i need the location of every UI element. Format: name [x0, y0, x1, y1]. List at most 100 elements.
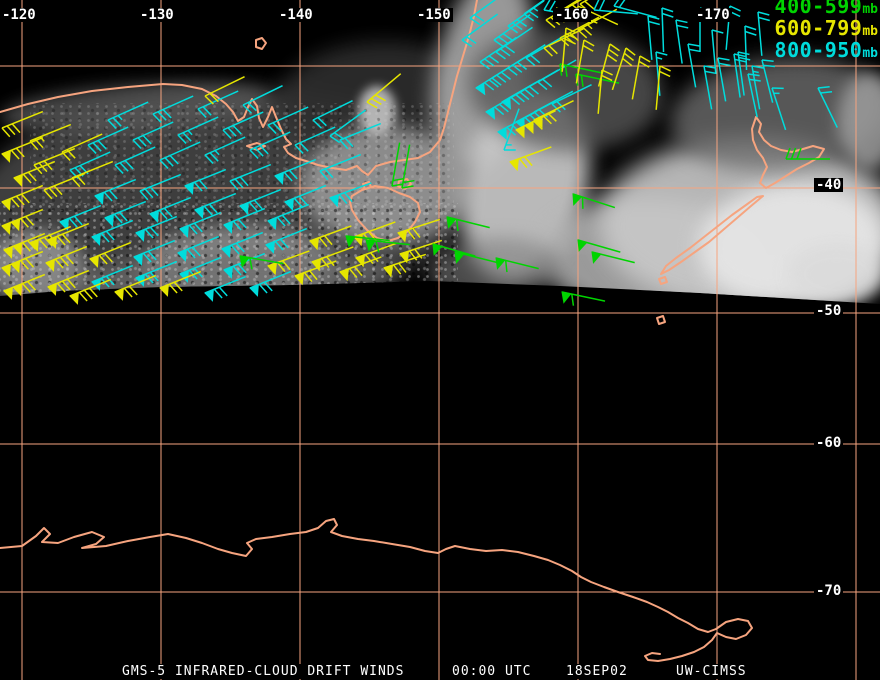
- wind-barb-800-950mb: [747, 73, 761, 118]
- wind-barb-800-950mb: [223, 252, 266, 279]
- wind-barb-800-950mb: [249, 270, 292, 297]
- legend-item-800-950: 800-950mb: [775, 40, 878, 63]
- wind-barb-600-799mb: [543, 28, 584, 57]
- wind-barb-800-950mb: [503, 108, 520, 151]
- wind-barb-600-799mb: [13, 160, 56, 187]
- wind-barb-800-950mb: [493, 14, 531, 48]
- pressure-level-legend: 400-599mb 600-799mb 800-950mb: [775, 0, 878, 63]
- wind-barb-800-950mb: [229, 163, 272, 191]
- wind-barb-600-799mb: [114, 274, 157, 301]
- wind-barb-800-950mb: [184, 168, 227, 195]
- longitude-label: -120: [0, 7, 38, 23]
- wind-barb-600-799mb: [47, 269, 90, 296]
- longitude-label: -150: [415, 7, 453, 23]
- wind-barb-800-950mb: [221, 231, 264, 258]
- wind-barb-800-950mb: [107, 101, 149, 129]
- wind-barb-600-799mb: [577, 8, 618, 39]
- wind-barb-600-799mb: [3, 232, 46, 259]
- legend-item-600-799: 600-799mb: [774, 16, 878, 41]
- wind-barb-800-950mb: [133, 239, 176, 266]
- wind-barb-800-950mb: [91, 264, 134, 291]
- wind-barb-800-950mb: [265, 227, 308, 254]
- wind-barb-600-799mb: [71, 160, 114, 188]
- wind-barb-800-950mb: [711, 29, 724, 74]
- wind-barb-600-799mb: [597, 69, 613, 114]
- wind-barb-600-799mb: [204, 76, 245, 105]
- wind-barb-600-799mb: [29, 123, 72, 151]
- wind-barb-800-950mb: [149, 196, 192, 223]
- wind-barb-600-799mb: [655, 65, 671, 110]
- coastline-nz_south_island: [660, 195, 764, 275]
- wind-barb-600-799mb: [311, 246, 354, 272]
- wind-barb-400-599mb: [575, 73, 620, 87]
- wind-barb-400-599mb: [239, 255, 284, 270]
- wind-barb-800-950mb: [135, 215, 178, 242]
- wind-barb-800-950mb: [204, 136, 246, 164]
- wind-barb-600-799mb: [267, 250, 310, 276]
- wind-barb-400-599mb: [345, 235, 390, 248]
- wind-barb-600-799mb: [159, 270, 202, 297]
- wind-barb-600-799mb: [631, 55, 651, 100]
- wind-barb-800-950mb: [469, 0, 497, 26]
- wind-barb-800-950mb: [495, 26, 533, 60]
- coastline-tasmania: [349, 185, 421, 242]
- wind-barb-800-950mb: [135, 260, 178, 287]
- wind-barb-800-950mb: [751, 65, 764, 110]
- wind-barb-400-599mb: [572, 193, 616, 209]
- wind-barb-800-950mb: [329, 182, 372, 208]
- wind-barb-600-799mb: [399, 239, 443, 264]
- wind-barb-800-950mb: [194, 192, 237, 219]
- wind-barb-600-799mb: [1, 184, 44, 211]
- wind-barb-600-799mb: [533, 100, 574, 129]
- wind-barb-800-950mb: [461, 13, 499, 48]
- longitude-label: -170: [694, 7, 732, 23]
- wind-barb-600-799mb: [1, 110, 44, 138]
- wind-barb-400-599mb: [559, 63, 604, 77]
- wind-barb-800-950mb: [177, 235, 220, 262]
- legend-item-400-599: 400-599mb: [775, 0, 878, 19]
- coastline-island_south: [656, 315, 666, 325]
- wind-barb-400-599mb: [561, 291, 606, 306]
- wind-barb-600-799mb: [29, 225, 72, 252]
- caption-text: UW-CIMSS: [676, 664, 747, 679]
- legend-range-text: 600-799: [774, 16, 863, 40]
- cloud-mass: [838, 73, 880, 170]
- coastline-nz_north_island: [751, 116, 825, 189]
- wind-barb-800-950mb: [661, 7, 674, 52]
- wind-barb-800-950mb: [593, 0, 638, 15]
- wind-barb-800-950mb: [152, 95, 194, 123]
- wind-barb-600-799mb: [561, 27, 577, 72]
- wind-barb-400-599mb: [446, 216, 490, 232]
- wind-barb-600-799mb: [1, 250, 44, 277]
- wind-barb-800-950mb: [761, 59, 776, 103]
- wind-barb-600-799mb: [339, 256, 382, 282]
- wind-barb-600-799mb: [309, 225, 352, 251]
- legend-unit-text: mb: [862, 2, 878, 17]
- wind-barb-800-950mb: [613, 0, 657, 19]
- wind-barb-800-950mb: [242, 85, 283, 114]
- wind-barb-600-799mb: [509, 146, 552, 172]
- wind-barb-800-950mb: [91, 219, 134, 246]
- latitude-label: -70: [814, 583, 844, 599]
- wind-barb-800-950mb: [132, 121, 174, 149]
- latitude-label: -50: [814, 303, 844, 319]
- caption-text: 00:00 UTC: [452, 664, 532, 679]
- wind-barb-800-950mb: [284, 184, 327, 211]
- wind-barb-600-799mb: [3, 273, 46, 300]
- wind-barb-400-599mb: [401, 144, 415, 189]
- wind-barb-800-950mb: [757, 11, 770, 56]
- wind-barb-800-950mb: [159, 141, 201, 169]
- wind-barb-600-799mb: [61, 133, 103, 161]
- longitude-label: -160: [553, 7, 591, 23]
- wind-barb-800-950mb: [139, 173, 182, 201]
- wind-barb-400-599mb: [495, 257, 539, 273]
- wind-barb-800-950mb: [329, 109, 367, 144]
- wind-barb-800-950mb: [197, 90, 239, 118]
- wind-barb-800-950mb: [737, 51, 751, 96]
- wind-barb-400-599mb: [365, 239, 410, 253]
- wind-barb-800-950mb: [687, 43, 701, 88]
- wind-barb-400-599mb: [577, 239, 621, 253]
- wind-barb-800-950mb: [319, 153, 362, 181]
- coastline-antarctica: [0, 518, 753, 662]
